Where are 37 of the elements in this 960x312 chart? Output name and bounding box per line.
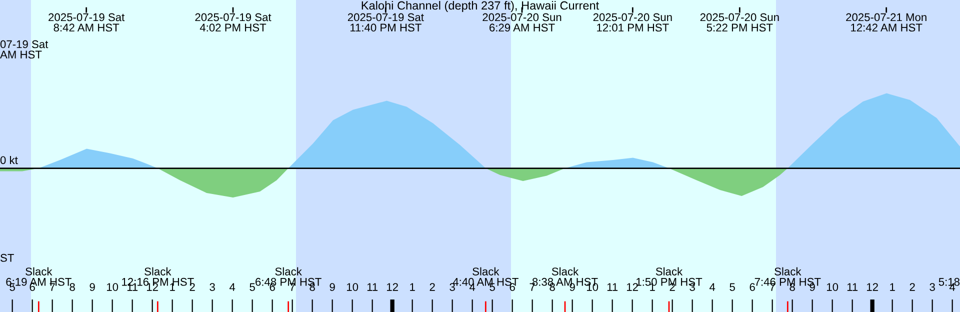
x-tick-label: 3 bbox=[210, 283, 215, 291]
chart-title: Kalohi Channel (depth 237 ft), Hawaii Current bbox=[362, 1, 600, 12]
x-tick-label: 9 bbox=[570, 283, 575, 291]
x-tick-label: 11 bbox=[607, 283, 618, 291]
x-tick-label: 8 bbox=[70, 283, 75, 291]
x-tick-label: 12 bbox=[387, 283, 398, 291]
x-tick-label: 10 bbox=[347, 283, 358, 291]
x-tick-label: 12 bbox=[627, 283, 638, 291]
ref-line-label: 2025-07-20 Sun 6:29 AM HST bbox=[482, 13, 562, 32]
ref-line-label: 0 kt bbox=[0, 156, 18, 164]
ref-line-label: 2025-07-19 Sat 8:42 AM HST bbox=[48, 13, 125, 32]
x-tick-label: 5 bbox=[250, 283, 255, 291]
ref-line-label: 2025-07-20 Sun 5:22 PM HST bbox=[700, 13, 779, 32]
ref-line-label: 2025-07-20 Sun 12:01 PM HST bbox=[593, 13, 672, 32]
x-tick-label: 6 bbox=[750, 283, 755, 291]
x-tick-label: 11 bbox=[367, 283, 378, 291]
x-tick-label: 2 bbox=[910, 283, 915, 291]
x-tick-label: 11 bbox=[847, 283, 858, 291]
text: 07-19 Sat AM HST bbox=[0, 40, 48, 59]
x-tick-label: 10 bbox=[107, 283, 118, 291]
text: ST bbox=[0, 254, 14, 262]
x-tick-label: 3 bbox=[450, 283, 455, 291]
x-tick-label: 9 bbox=[90, 283, 95, 291]
x-tick-label: 10 bbox=[827, 283, 838, 291]
ref-line-label: 2025-07-21 Mon 12:42 AM HST bbox=[846, 13, 926, 32]
x-tick-label: 4 bbox=[710, 283, 716, 291]
ref-line-label: 2025-07-19 Sat 11:40 PM HST bbox=[348, 13, 424, 32]
ref-line-label: 2025-07-19 Sat 4:02 PM HST bbox=[195, 13, 272, 32]
x-tick-label: 3 bbox=[930, 283, 935, 291]
x-tick-label: 12 bbox=[867, 283, 878, 291]
x-tick-label: 5 bbox=[730, 283, 735, 291]
x-tick-label: 1 bbox=[410, 283, 415, 291]
x-tick-label: 2 bbox=[430, 283, 435, 291]
x-tick-label: 1 bbox=[890, 283, 895, 291]
x-tick-label: 4 bbox=[230, 283, 236, 291]
x-tick-label: 1 bbox=[170, 283, 175, 291]
x-tick-label: 9 bbox=[330, 283, 335, 291]
